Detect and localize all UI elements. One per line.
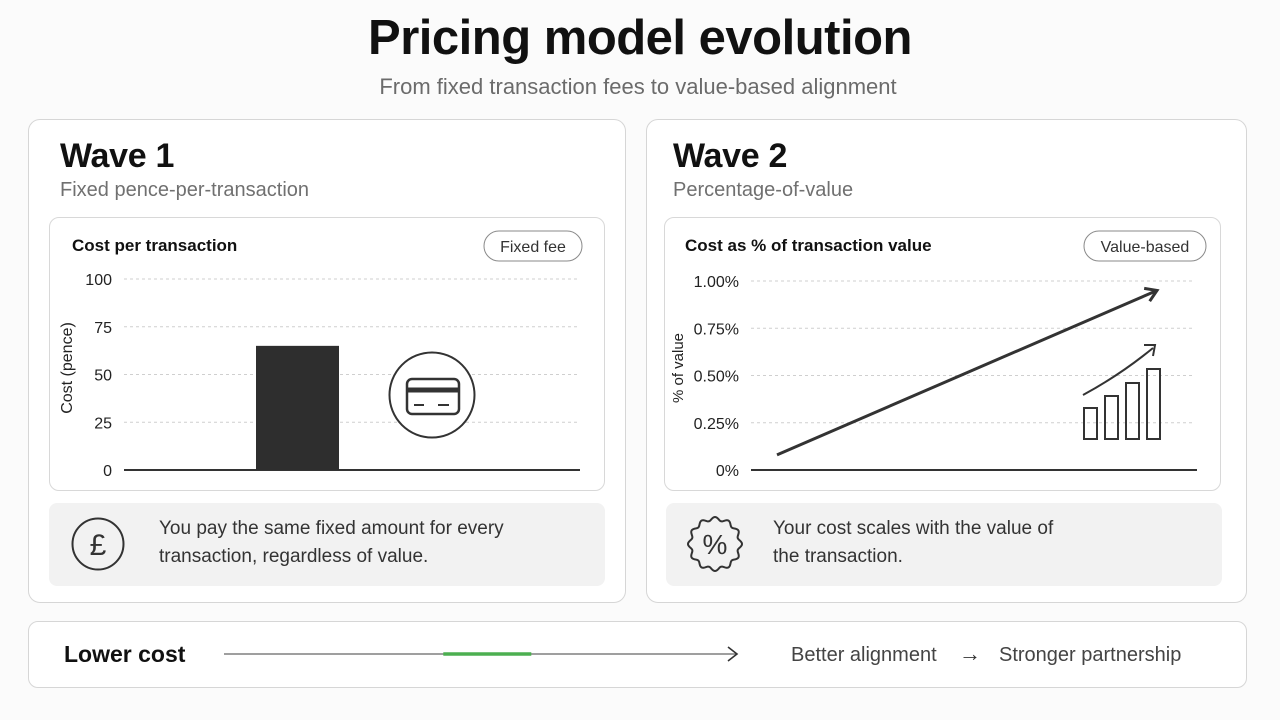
y-tick-label: 0.50% <box>694 369 739 386</box>
y-tick-label: 0.75% <box>694 321 739 338</box>
info-description: You pay the same fixed amount for every … <box>159 518 504 567</box>
wave-2-panel: Wave 2 Percentage-of-value Cost as % of … <box>646 119 1247 603</box>
y-axis-label: Cost (pence) <box>59 322 76 414</box>
page-title: Pricing model evolution <box>368 11 912 65</box>
y-tick-label: 50 <box>94 368 112 385</box>
wave-1-panel: Wave 1 Fixed pence-per-transaction Cost … <box>28 119 626 603</box>
y-tick-label: 0% <box>716 463 739 480</box>
wave-title: Wave 1 <box>60 137 175 175</box>
info-card: % Your cost scales with the value of the… <box>666 503 1222 586</box>
chart-badge-label: Value-based <box>1101 239 1190 256</box>
track-arrowhead <box>727 646 739 662</box>
wave-title: Wave 2 <box>673 137 788 175</box>
arrow-right-icon: → <box>959 641 981 666</box>
y-tick-label: 1.00% <box>694 274 739 291</box>
page-subtitle: From fixed transaction fees to value-bas… <box>379 74 897 99</box>
chart-card-wave-1: Cost per transaction Fixed fee 100 75 50 25 0 C… <box>49 217 605 491</box>
progress-track <box>224 646 739 662</box>
wave-subtitle: Fixed pence-per-transaction <box>60 179 310 201</box>
percent-badge-icon: % <box>686 515 744 573</box>
bar <box>256 345 339 470</box>
wave-subtitle: Percentage-of-value <box>673 179 854 201</box>
y-tick-label: 100 <box>85 272 112 289</box>
line-chart: Cost as % of transaction value Value-base… <box>670 230 1207 480</box>
chart-title: Cost as % of transaction value <box>685 236 932 255</box>
credit-card-icon <box>388 351 476 439</box>
svg-text:£: £ <box>90 529 107 562</box>
info-description: Your cost scales with the value of the t… <box>773 518 1054 567</box>
chart-card-wave-2: Cost as % of transaction value Value-base… <box>664 217 1221 491</box>
chart-badge-label: Fixed fee <box>500 239 566 256</box>
chart-badge <box>483 230 583 262</box>
stronger-partnership-label: Stronger partnership <box>999 644 1182 666</box>
pound-icon: £ <box>71 517 125 571</box>
series-arrowhead <box>1143 286 1160 303</box>
info-card: £ You pay the same fixed amount for ever… <box>49 503 605 586</box>
lower-cost-label: Lower cost <box>64 641 186 667</box>
growth-bars-icon <box>1082 344 1161 440</box>
chart-title: Cost per transaction <box>72 236 237 255</box>
y-axis-label: % of value <box>670 333 687 403</box>
bar-chart: Cost per transaction Fixed fee 100 75 50 25 0 C… <box>59 230 583 480</box>
y-tick-label: 75 <box>94 320 112 337</box>
y-tick-label: 0 <box>103 463 112 480</box>
y-tick-label: 25 <box>94 415 112 432</box>
series-line <box>776 289 1158 457</box>
chart-badge <box>1083 230 1207 262</box>
better-alignment-label: Better alignment <box>791 644 937 666</box>
y-tick-label: 0.25% <box>694 416 739 433</box>
progression-bar: Lower cost Better alignment → Stronger p… <box>28 621 1247 688</box>
svg-text:%: % <box>703 529 728 560</box>
